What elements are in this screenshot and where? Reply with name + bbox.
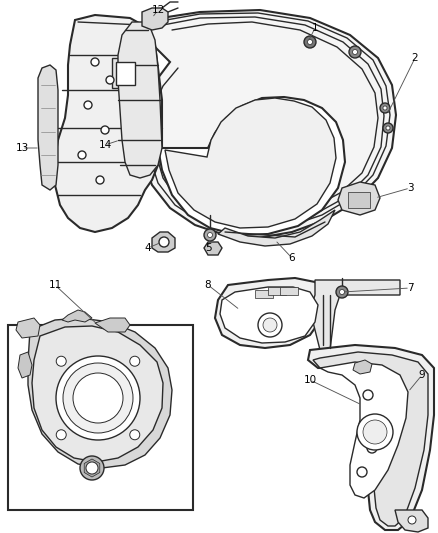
Text: 9: 9 — [419, 370, 425, 380]
Text: 5: 5 — [205, 243, 211, 253]
Bar — [8, 325, 193, 510]
Polygon shape — [165, 98, 336, 228]
Circle shape — [336, 286, 348, 298]
Text: 3: 3 — [407, 183, 413, 193]
Text: 13: 13 — [15, 143, 28, 153]
Circle shape — [353, 50, 357, 54]
Polygon shape — [310, 280, 400, 350]
Polygon shape — [218, 210, 335, 246]
Circle shape — [56, 356, 66, 366]
Polygon shape — [353, 360, 372, 374]
Polygon shape — [142, 8, 168, 30]
Circle shape — [357, 414, 393, 450]
Circle shape — [86, 462, 98, 474]
Circle shape — [307, 39, 312, 44]
Circle shape — [383, 106, 387, 110]
Polygon shape — [38, 65, 58, 190]
Polygon shape — [268, 287, 286, 295]
Text: 14: 14 — [99, 140, 112, 150]
Polygon shape — [112, 58, 138, 88]
Polygon shape — [116, 62, 135, 85]
Circle shape — [106, 76, 114, 84]
Circle shape — [304, 36, 316, 48]
Polygon shape — [118, 22, 162, 178]
Polygon shape — [16, 318, 40, 338]
Circle shape — [56, 430, 66, 440]
Circle shape — [408, 516, 416, 524]
Text: 4: 4 — [145, 243, 151, 253]
Polygon shape — [158, 97, 345, 235]
Circle shape — [91, 58, 99, 66]
Circle shape — [367, 443, 377, 453]
Circle shape — [159, 237, 169, 247]
Polygon shape — [62, 310, 92, 322]
Polygon shape — [152, 232, 175, 252]
Polygon shape — [18, 352, 32, 378]
Polygon shape — [220, 287, 318, 343]
Circle shape — [78, 151, 86, 159]
Circle shape — [130, 356, 140, 366]
Polygon shape — [280, 287, 298, 295]
Circle shape — [73, 373, 123, 423]
Circle shape — [63, 363, 133, 433]
Polygon shape — [320, 362, 408, 498]
Polygon shape — [28, 318, 172, 468]
Circle shape — [263, 318, 277, 332]
Circle shape — [349, 46, 361, 58]
Text: 11: 11 — [48, 280, 62, 290]
Polygon shape — [313, 352, 428, 526]
Text: 7: 7 — [407, 283, 413, 293]
Circle shape — [80, 456, 104, 480]
Text: 10: 10 — [304, 375, 317, 385]
Circle shape — [363, 420, 387, 444]
Circle shape — [380, 103, 390, 113]
Polygon shape — [338, 182, 380, 215]
Circle shape — [363, 390, 373, 400]
Polygon shape — [348, 192, 370, 208]
Circle shape — [101, 126, 109, 134]
Circle shape — [383, 123, 393, 133]
Polygon shape — [95, 318, 130, 332]
Circle shape — [208, 232, 212, 238]
Polygon shape — [308, 345, 434, 530]
Circle shape — [339, 289, 345, 295]
Polygon shape — [215, 278, 325, 348]
Circle shape — [130, 430, 140, 440]
Circle shape — [204, 229, 216, 241]
Circle shape — [84, 101, 92, 109]
Polygon shape — [255, 290, 273, 298]
Text: 2: 2 — [412, 53, 418, 63]
Text: 6: 6 — [289, 253, 295, 263]
Polygon shape — [395, 510, 428, 532]
Polygon shape — [140, 10, 396, 238]
Circle shape — [386, 126, 390, 130]
Text: 8: 8 — [205, 280, 211, 290]
Polygon shape — [204, 242, 222, 255]
Circle shape — [56, 356, 140, 440]
Polygon shape — [84, 459, 100, 477]
Circle shape — [370, 415, 380, 425]
Circle shape — [258, 313, 282, 337]
Circle shape — [96, 176, 104, 184]
Text: 1: 1 — [312, 23, 318, 33]
Text: 12: 12 — [152, 5, 165, 15]
Polygon shape — [32, 326, 163, 462]
Polygon shape — [55, 15, 162, 232]
Circle shape — [357, 467, 367, 477]
